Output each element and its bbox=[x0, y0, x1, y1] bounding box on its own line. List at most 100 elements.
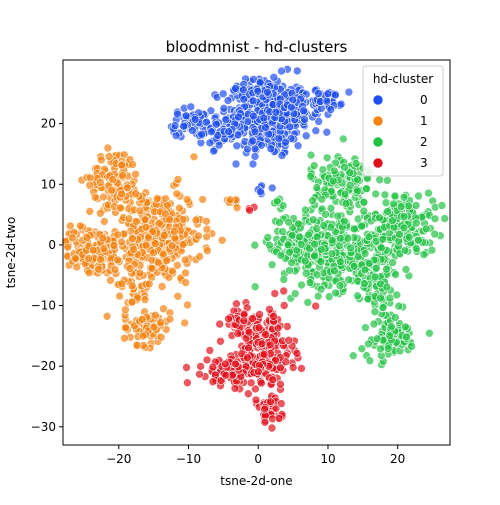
data-point bbox=[224, 314, 233, 324]
data-point bbox=[140, 295, 150, 304]
data-point bbox=[135, 206, 145, 216]
data-point bbox=[370, 272, 380, 282]
legend-marker bbox=[372, 94, 384, 106]
data-point bbox=[63, 243, 72, 252]
data-point bbox=[173, 260, 182, 270]
data-point bbox=[430, 229, 440, 239]
data-point bbox=[127, 281, 137, 291]
data-point bbox=[359, 206, 369, 216]
data-point bbox=[279, 301, 289, 310]
data-point bbox=[180, 318, 189, 328]
data-point bbox=[135, 268, 145, 278]
data-point bbox=[215, 319, 224, 329]
data-point bbox=[308, 215, 318, 224]
data-point bbox=[257, 339, 267, 349]
data-point bbox=[346, 243, 355, 253]
legend-label: 2 bbox=[420, 135, 428, 149]
data-point bbox=[239, 309, 249, 319]
data-point bbox=[221, 370, 231, 380]
y-axis-label: tsne-2d-two bbox=[4, 217, 18, 289]
data-point bbox=[117, 279, 126, 289]
data-point bbox=[149, 248, 158, 257]
data-point bbox=[121, 323, 131, 333]
y-tick-label: −10 bbox=[31, 299, 56, 313]
data-point bbox=[261, 123, 270, 132]
data-point bbox=[197, 130, 206, 139]
y-axis-ticks: −30 −20 −10 0 10 20 bbox=[31, 117, 63, 434]
data-point bbox=[329, 166, 339, 176]
data-point bbox=[248, 96, 258, 106]
data-point bbox=[314, 117, 324, 126]
data-point bbox=[296, 240, 306, 249]
legend-label: 3 bbox=[420, 156, 428, 170]
data-point bbox=[321, 210, 330, 219]
data-point bbox=[202, 355, 212, 365]
data-point bbox=[411, 201, 421, 210]
data-point bbox=[300, 115, 309, 124]
data-point bbox=[378, 235, 388, 244]
data-point bbox=[249, 111, 258, 121]
data-point bbox=[287, 258, 296, 268]
data-point bbox=[144, 279, 154, 289]
data-point bbox=[437, 201, 447, 210]
data-point bbox=[205, 346, 215, 355]
legend-label: 0 bbox=[420, 93, 428, 107]
data-point bbox=[336, 99, 346, 109]
data-point bbox=[265, 240, 274, 250]
data-point bbox=[181, 268, 190, 278]
data-point bbox=[128, 160, 137, 169]
data-point bbox=[248, 314, 257, 323]
data-point bbox=[430, 214, 440, 224]
data-point bbox=[205, 138, 215, 148]
data-point bbox=[290, 289, 300, 298]
data-point bbox=[99, 244, 109, 253]
data-point bbox=[195, 252, 204, 261]
data-point bbox=[230, 384, 240, 393]
data-point bbox=[250, 144, 260, 154]
data-point bbox=[308, 196, 317, 205]
data-point bbox=[132, 217, 141, 226]
data-point bbox=[154, 258, 163, 267]
data-point bbox=[359, 197, 369, 207]
data-point bbox=[223, 96, 233, 105]
data-point bbox=[221, 359, 230, 369]
data-point bbox=[392, 290, 402, 300]
data-point bbox=[283, 240, 293, 249]
data-point bbox=[362, 184, 371, 193]
data-point bbox=[137, 315, 147, 324]
data-point bbox=[335, 281, 345, 290]
data-point bbox=[275, 218, 284, 227]
data-point bbox=[273, 323, 283, 333]
data-point bbox=[370, 307, 380, 317]
data-point bbox=[108, 175, 118, 184]
data-point bbox=[339, 216, 349, 226]
data-point bbox=[323, 89, 333, 99]
data-point bbox=[336, 234, 345, 243]
data-point bbox=[117, 189, 126, 199]
data-point bbox=[239, 85, 248, 94]
data-point bbox=[306, 150, 316, 160]
data-point bbox=[292, 66, 302, 76]
data-point bbox=[349, 261, 359, 271]
data-point bbox=[361, 323, 370, 332]
data-point bbox=[163, 201, 172, 210]
data-point bbox=[383, 207, 392, 216]
data-point bbox=[380, 190, 390, 200]
data-point bbox=[219, 104, 229, 113]
data-point bbox=[248, 136, 257, 146]
data-point bbox=[84, 268, 94, 278]
data-point bbox=[338, 134, 348, 144]
data-point bbox=[401, 265, 411, 274]
data-point bbox=[225, 195, 235, 205]
data-point bbox=[399, 192, 409, 202]
data-point bbox=[231, 359, 240, 369]
data-point bbox=[311, 301, 321, 311]
data-point bbox=[281, 138, 290, 147]
data-point bbox=[267, 183, 277, 193]
data-point bbox=[151, 239, 160, 248]
data-point bbox=[404, 201, 413, 211]
data-point bbox=[268, 375, 278, 385]
data-point bbox=[266, 397, 275, 407]
data-point bbox=[274, 134, 284, 143]
